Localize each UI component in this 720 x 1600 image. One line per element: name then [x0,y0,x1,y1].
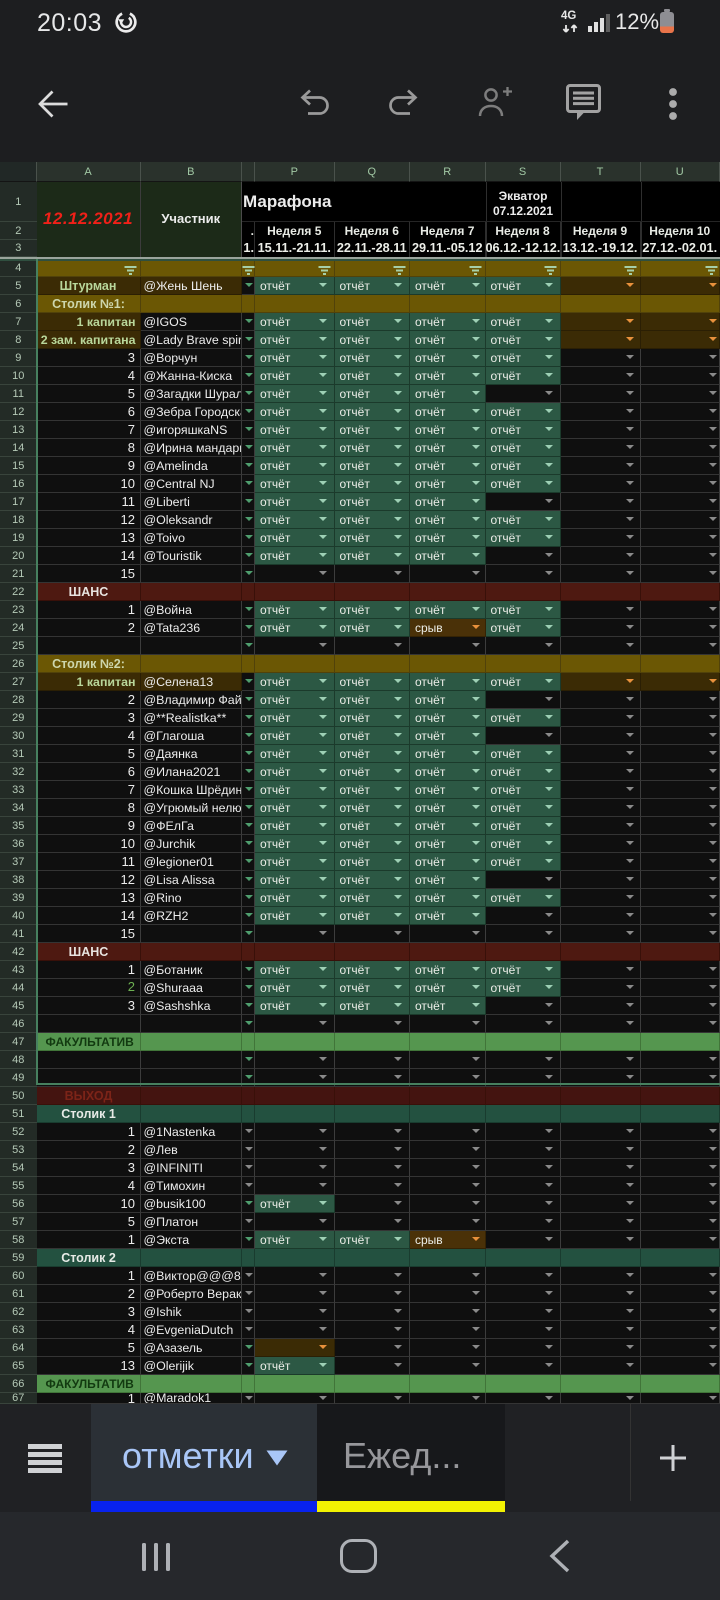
svg-text:4G: 4G [561,10,576,22]
